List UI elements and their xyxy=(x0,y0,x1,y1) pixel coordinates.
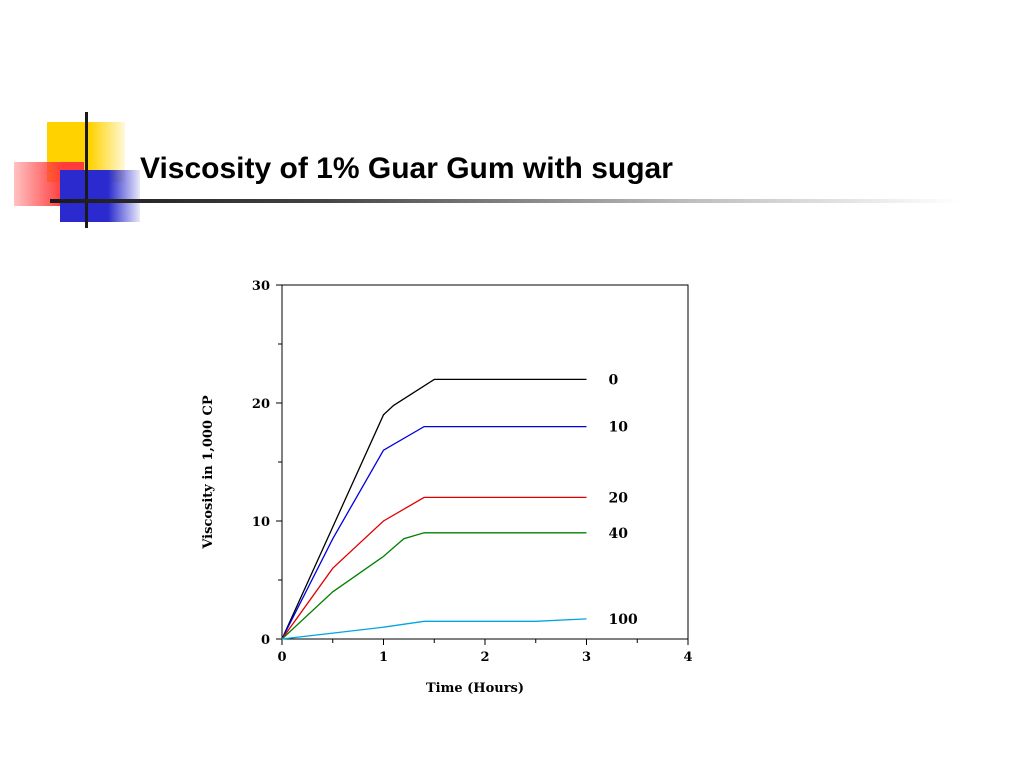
series-line-100 xyxy=(281,618,587,640)
series-labels: 0 10 20 40 100 xyxy=(609,372,638,628)
series-lines xyxy=(281,378,587,640)
series-line-40 xyxy=(281,532,587,640)
y-tick-label: 10 xyxy=(252,515,270,530)
series-label-40: 40 xyxy=(609,526,629,542)
x-axis-label: Time (Hours) xyxy=(426,681,524,696)
series-line-20 xyxy=(281,496,587,640)
slide-title: Viscosity of 1% Guar Gum with sugar xyxy=(140,152,673,185)
series-line-0 xyxy=(281,378,587,640)
series-label-20: 20 xyxy=(609,490,629,506)
x-axis-ticks: 0 1 2 3 4 xyxy=(277,639,693,665)
x-tick-label: 4 xyxy=(683,650,692,665)
plot-frame xyxy=(281,284,689,640)
x-tick-label: 1 xyxy=(379,650,388,665)
title-underline xyxy=(50,199,960,203)
x-tick-label: 0 xyxy=(277,650,286,665)
x-tick-label: 2 xyxy=(480,650,489,665)
y-tick-label: 20 xyxy=(252,397,270,412)
y-tick-label: 30 xyxy=(252,279,270,294)
series-label-10: 10 xyxy=(609,420,629,436)
decorative-vertical-line xyxy=(85,112,88,228)
y-tick-label: 0 xyxy=(261,633,270,648)
series-label-0: 0 xyxy=(609,372,619,388)
decorative-blue-square xyxy=(60,170,140,222)
series-label-100: 100 xyxy=(609,612,638,628)
x-tick-label: 3 xyxy=(582,650,591,665)
y-axis-ticks: 0 10 20 30 xyxy=(252,279,282,648)
y-axis-label: Viscosity in 1,000 CP xyxy=(201,395,216,550)
series-line-10 xyxy=(281,425,587,640)
